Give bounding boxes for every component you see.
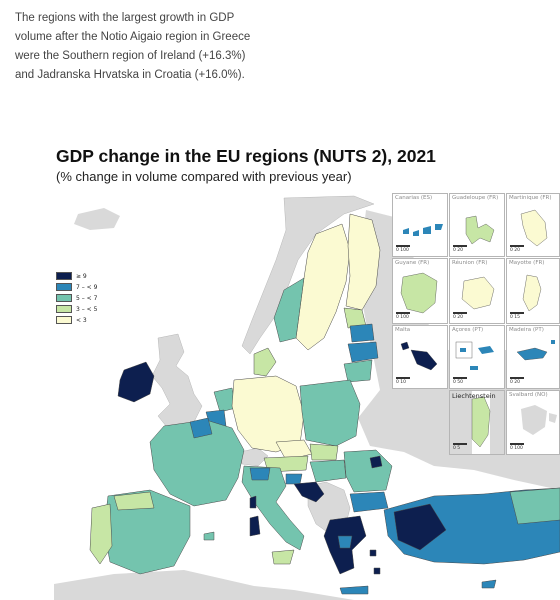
turkey-west-region	[393, 503, 447, 551]
inset-acores-shape	[455, 341, 494, 370]
balearic-region	[203, 531, 215, 541]
inset-mayotte-shape	[522, 274, 542, 312]
inset-name: Canarias (ES)	[395, 195, 433, 201]
inset-liechtenstein-shape	[450, 391, 504, 454]
map-subtitle: (% change in volume compared with previo…	[56, 169, 352, 184]
legend-swatch	[56, 272, 72, 280]
inset-scale: 0 100	[396, 312, 410, 320]
inset-malta: Malta 0 10	[392, 325, 448, 389]
legend-item: 3 – < 5	[56, 304, 97, 314]
denmark-region	[253, 347, 277, 377]
greece-central-region	[337, 535, 353, 549]
great-britain-landmass	[151, 333, 203, 427]
inset-svalbard-shape	[521, 405, 557, 435]
map-insets: Canarias (ES) 0 100 Guadeloupe (FR) 0 20…	[392, 193, 560, 455]
legend-item: 7 – < 9	[56, 282, 97, 292]
inset-reunion: Réunion (FR) 0 20	[449, 258, 505, 324]
inset-scale: 0 20	[510, 377, 524, 385]
inset-scale: 0 20	[453, 245, 467, 253]
italy-north-region	[249, 467, 271, 481]
inset-canarias: Canarias (ES) 0 100	[392, 193, 448, 257]
inset-scale: 0 100	[510, 443, 524, 451]
inset-name: Svalbard (NO)	[509, 392, 548, 398]
crete-region	[339, 585, 369, 595]
inset-name: Guyane (FR)	[395, 260, 430, 266]
inset-name: Réunion (FR)	[452, 260, 488, 266]
inset-acores: Açores (PT) 0 50	[449, 325, 505, 389]
inset-guadeloupe-shape	[465, 215, 495, 245]
aegean-islands-region	[369, 549, 381, 575]
inset-scale: 0 100	[396, 245, 410, 253]
map-legend: ≥ 9 7 – < 9 5 – < 7 3 – < 5 < 3	[56, 271, 97, 326]
legend-item: ≥ 9	[56, 271, 97, 281]
inset-name: Guadeloupe (FR)	[452, 195, 499, 201]
turkey-east-region	[509, 487, 560, 525]
switzerland-landmass	[239, 447, 269, 467]
inset-malta-shape	[400, 341, 438, 371]
inset-scale: 0 20	[453, 312, 467, 320]
latvia-region	[347, 341, 379, 363]
bulgaria-region	[349, 491, 389, 513]
inset-scale: 0 15	[510, 312, 524, 320]
inset-scale: 0 50	[453, 377, 467, 385]
legend-swatch	[56, 316, 72, 324]
croatia-region	[293, 481, 325, 503]
poland-region	[299, 379, 361, 447]
legend-label: ≥ 9	[76, 272, 87, 280]
inset-scale: 0 10	[396, 377, 410, 385]
legend-item: < 3	[56, 315, 97, 325]
legend-item: 5 – < 7	[56, 293, 97, 303]
inset-name: Madeira (PT)	[509, 327, 544, 333]
inset-canarias-shape	[403, 224, 443, 236]
ireland-region	[117, 361, 155, 403]
inset-name: Malta	[395, 327, 411, 333]
inset-scale: 0 20	[510, 245, 524, 253]
africa-landmass	[54, 570, 354, 600]
sweden-south-region	[273, 277, 305, 343]
estonia-region	[349, 323, 375, 343]
legend-swatch	[56, 305, 72, 313]
inset-scale: 0 5	[453, 443, 467, 451]
legend-swatch	[56, 294, 72, 302]
inset-guadeloupe: Guadeloupe (FR) 0 20	[449, 193, 505, 257]
intro-paragraph: The regions with the largest growth in G…	[15, 12, 251, 81]
legend-label: < 3	[76, 316, 87, 324]
inset-name: Mayotte (FR)	[509, 260, 545, 266]
portugal-region	[89, 503, 113, 565]
iceland-landmass	[74, 208, 120, 230]
inset-madeira: Madeira (PT) 0 20	[506, 325, 560, 389]
sicily-region	[271, 549, 295, 565]
legend-label: 5 – < 7	[76, 294, 98, 302]
inset-martinique: Martinique (FR) 0 20	[506, 193, 560, 257]
inset-mayotte: Mayotte (FR) 0 15	[506, 258, 560, 324]
romania-bucuresti-region	[369, 455, 383, 469]
slovenia-region	[285, 473, 303, 485]
romania-region	[343, 449, 393, 493]
inset-name: Açores (PT)	[452, 327, 484, 333]
hungary-region	[309, 459, 347, 483]
inset-guyane: Guyane (FR) 0 100	[392, 258, 448, 324]
slovakia-region	[309, 443, 339, 461]
inset-guyane-shape	[400, 272, 438, 314]
france-nord-region	[189, 417, 213, 439]
inset-reunion-shape	[461, 276, 495, 310]
legend-label: 3 – < 5	[76, 305, 98, 313]
inset-name: Liechtenstein	[452, 392, 496, 400]
sardinia-region	[249, 515, 261, 537]
map-title: GDP change in the EU regions (NUTS 2), 2…	[56, 146, 436, 166]
inset-martinique-shape	[520, 209, 548, 247]
cyprus-region	[481, 579, 497, 589]
spain-north-region	[113, 491, 155, 511]
inset-name: Martinique (FR)	[509, 195, 552, 201]
inset-svalbard: Svalbard (NO) 0 100	[506, 390, 560, 455]
legend-label: 7 – < 9	[76, 283, 98, 291]
inset-madeira-shape	[516, 340, 555, 361]
inset-liechtenstein: Liechtenstein 0 5	[449, 390, 505, 455]
corsica-region	[249, 495, 257, 509]
lithuania-region	[343, 359, 373, 383]
france-region	[149, 419, 245, 507]
legend-swatch	[56, 283, 72, 291]
